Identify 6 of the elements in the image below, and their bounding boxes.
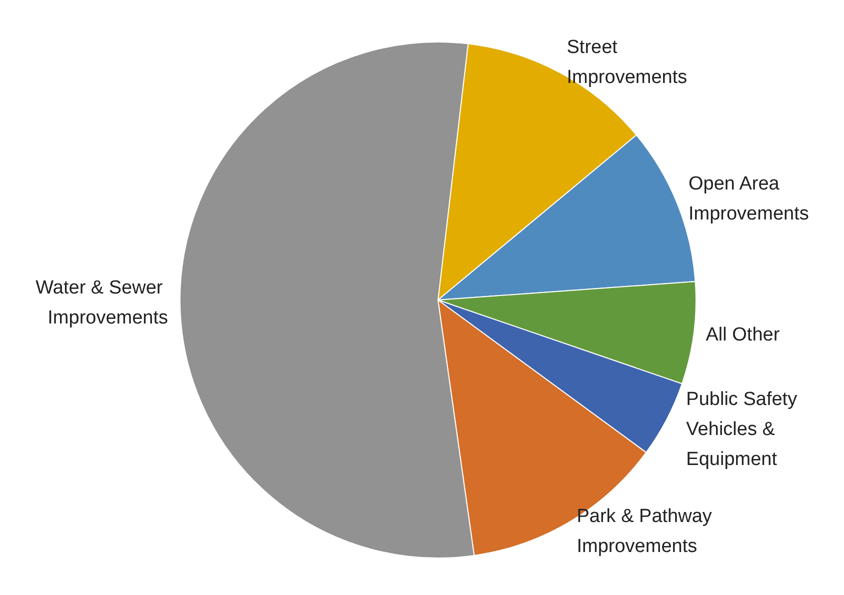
slice-label: Street Improvements — [566, 37, 688, 88]
slice-label: Park & Pathway Improvements — [576, 506, 718, 558]
slice-label: Water & Sewer Improvements — [36, 278, 168, 329]
slice-label: Open Area Improvements — [688, 174, 809, 225]
slice-label: Public Safety Vehicles & Equipment — [686, 389, 802, 470]
slice-label: All Other — [706, 324, 780, 346]
